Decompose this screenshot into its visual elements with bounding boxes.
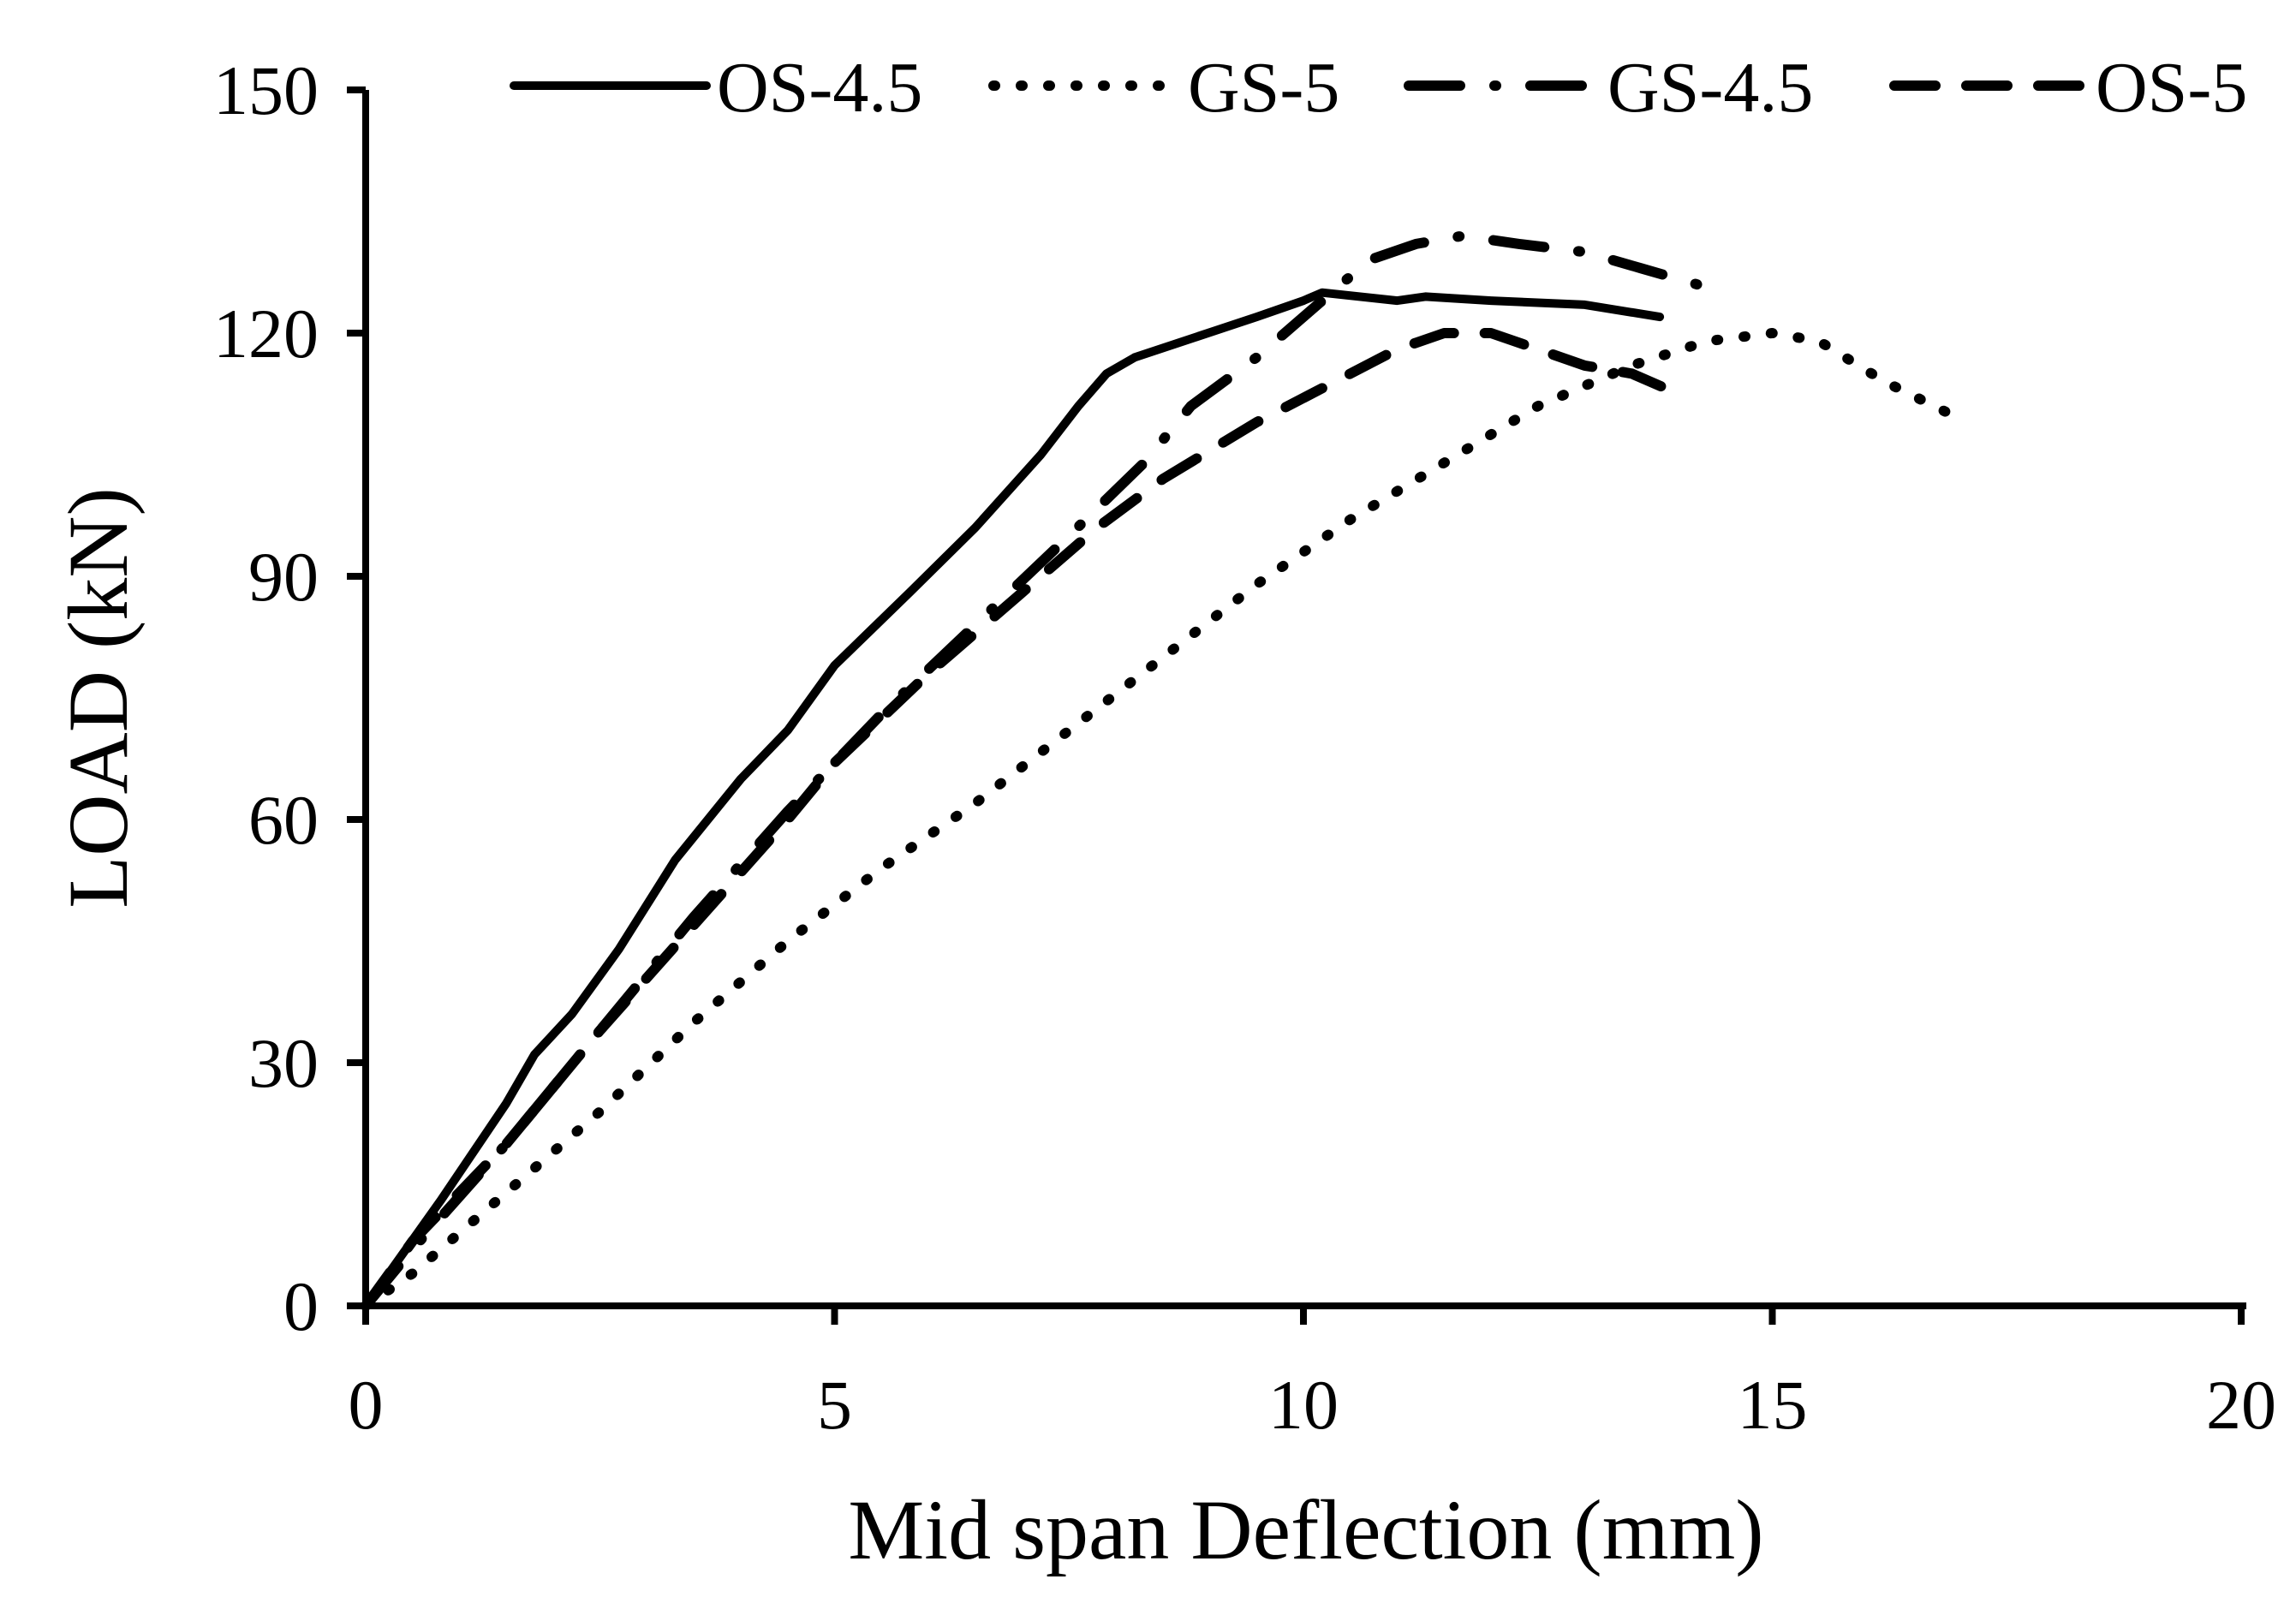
x-tick-label: 0 — [349, 1366, 384, 1444]
y-tick-label: 60 — [248, 781, 319, 859]
y-tick-label: 90 — [248, 538, 319, 616]
x-tick-label: 10 — [1268, 1366, 1339, 1444]
x-tick-label: 15 — [1738, 1366, 1808, 1444]
legend-label-os-5: OS-5 — [2096, 48, 2247, 128]
x-tick-label: 20 — [2206, 1366, 2276, 1444]
legend-label-os-4.5: OS-4.5 — [717, 48, 922, 128]
ticks — [347, 86, 2245, 1325]
series-line-os-4.5 — [361, 288, 1665, 1310]
series-layer — [361, 230, 1956, 1311]
tick-labels: 0 5 10 15 20 0 30 60 90 120 150 — [213, 51, 2276, 1444]
y-tick-label: 30 — [248, 1024, 319, 1102]
series-line-os-5 — [361, 328, 1675, 1311]
legend-label-gs-5: GS-5 — [1188, 48, 1339, 128]
x-tick-label: 5 — [817, 1366, 852, 1444]
y-tick-label: 0 — [283, 1267, 319, 1345]
legend-label-gs-4.5: GS-4.5 — [1607, 48, 1813, 128]
y-axis-title: LOAD (kN) — [51, 487, 146, 909]
y-tick-label: 120 — [213, 295, 319, 372]
legend: OS-4.5 GS-5 GS-4.5 OS-5 — [510, 48, 2247, 128]
x-axis-title: Mid span Deflection (mm) — [848, 1482, 1763, 1577]
axes — [362, 90, 2246, 1309]
series-line-gs-5 — [361, 328, 1956, 1311]
y-tick-label: 150 — [213, 51, 319, 129]
series-line-gs-4.5 — [361, 230, 1703, 1311]
